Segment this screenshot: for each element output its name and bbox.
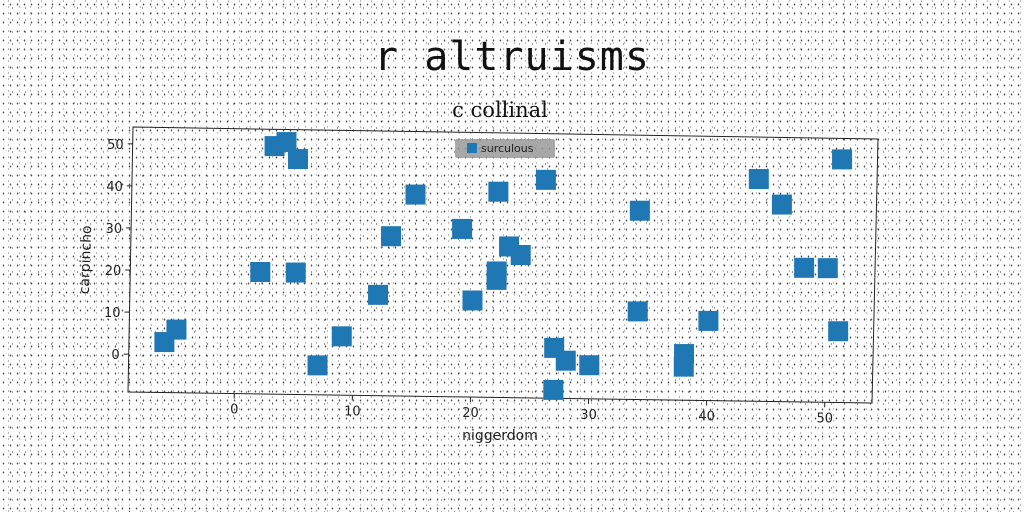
data-point xyxy=(276,132,297,153)
chart-title: c collinal xyxy=(452,98,548,122)
data-point xyxy=(368,284,389,305)
data-point xyxy=(486,261,507,282)
x-tick-label: 40 xyxy=(698,410,715,425)
data-point xyxy=(555,350,576,371)
y-tick-label: 40 xyxy=(106,180,123,195)
data-point xyxy=(627,301,648,322)
data-point xyxy=(673,356,694,377)
data-point xyxy=(331,326,352,347)
y-tick-label: 10 xyxy=(104,306,121,321)
y-tick-label: 0 xyxy=(111,348,119,363)
x-tick-label: 30 xyxy=(580,408,597,423)
x-tick-label: 0 xyxy=(230,403,238,418)
x-tick-label: 50 xyxy=(816,411,833,426)
data-point xyxy=(488,181,509,202)
y-tick-label: 50 xyxy=(107,138,124,153)
legend[interactable]: surculous xyxy=(455,139,555,158)
data-point xyxy=(828,321,849,342)
data-point xyxy=(250,262,271,283)
y-axis-label: carpincho xyxy=(77,225,95,294)
y-axis-ticks: 0 10 20 30 40 50 xyxy=(104,138,133,363)
data-point xyxy=(510,245,531,266)
x-axis-ticks: 0 10 20 30 40 50 xyxy=(230,393,833,426)
data-point xyxy=(817,258,838,279)
data-points xyxy=(154,132,853,400)
data-point xyxy=(771,194,792,215)
data-point xyxy=(535,169,556,190)
x-tick-label: 20 xyxy=(462,406,479,421)
data-point xyxy=(452,218,473,239)
data-point xyxy=(405,184,426,205)
data-point xyxy=(166,319,187,340)
data-point xyxy=(307,355,328,376)
plot-frame xyxy=(127,126,879,404)
data-point xyxy=(287,149,308,170)
data-point xyxy=(285,262,306,283)
data-point xyxy=(698,310,719,331)
data-point xyxy=(748,169,769,190)
data-point xyxy=(832,149,853,170)
data-point xyxy=(794,257,815,278)
figure-super-title: r altruisms xyxy=(374,34,650,80)
legend-marker xyxy=(467,143,477,153)
x-axis-label: niggerdom xyxy=(462,428,538,444)
data-point xyxy=(579,355,600,376)
data-point xyxy=(629,200,650,221)
x-tick-label: 10 xyxy=(344,404,361,419)
data-point xyxy=(462,290,483,311)
legend-label: surculous xyxy=(481,142,534,155)
y-tick-label: 30 xyxy=(106,222,123,237)
data-point xyxy=(381,226,402,247)
y-tick-label: 20 xyxy=(105,264,122,279)
data-point xyxy=(543,379,564,400)
legend-box xyxy=(455,139,555,158)
